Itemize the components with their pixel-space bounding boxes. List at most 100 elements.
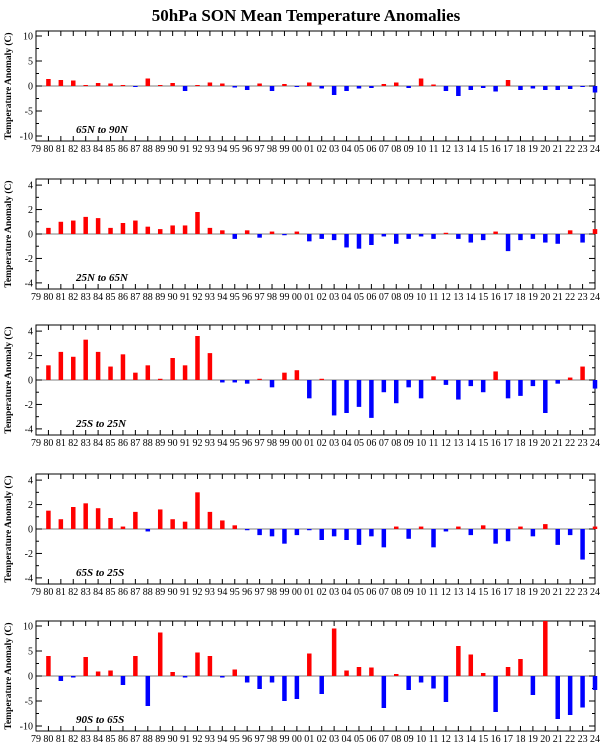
x-tick-label: 04 xyxy=(342,438,352,449)
x-tick-label: 82 xyxy=(68,438,78,449)
x-tick-label: 93 xyxy=(205,587,215,598)
x-tick-label: 04 xyxy=(342,292,352,303)
bar-2006 xyxy=(369,667,374,676)
bar-1987 xyxy=(133,511,138,529)
x-tick-label: 06 xyxy=(366,292,376,303)
x-tick-label: 98 xyxy=(267,734,277,745)
x-tick-label: 95 xyxy=(230,734,240,745)
bar-2020 xyxy=(543,380,548,413)
x-tick-label: 85 xyxy=(106,438,116,449)
x-tick-label: 17 xyxy=(503,734,513,745)
x-tick-label: 15 xyxy=(478,292,488,303)
x-tick-label: 84 xyxy=(93,587,103,598)
bar-2014 xyxy=(468,86,474,90)
bar-2013 xyxy=(456,234,461,239)
x-tick-label: 96 xyxy=(242,144,252,155)
x-tick-label: 19 xyxy=(528,144,538,155)
bar-2015 xyxy=(480,86,486,88)
x-tick-label: 15 xyxy=(478,734,488,745)
region-label: 25N to 65N xyxy=(75,272,129,284)
bar-2008 xyxy=(393,234,399,244)
x-tick-label: 99 xyxy=(279,734,289,745)
x-tick-label: 20 xyxy=(540,292,550,303)
x-tick-label: 21 xyxy=(553,144,563,155)
bar-2022 xyxy=(567,86,573,89)
y-tick-label: 4 xyxy=(28,476,33,487)
bar-1990 xyxy=(170,358,175,380)
x-tick-label: 08 xyxy=(391,587,401,598)
x-tick-label: 01 xyxy=(304,587,314,598)
x-tick-label: 08 xyxy=(391,292,401,303)
x-tick-label: 83 xyxy=(81,438,91,449)
x-tick-label: 97 xyxy=(255,144,265,155)
x-tick-label: 88 xyxy=(143,144,153,155)
x-tick-label: 88 xyxy=(143,734,153,745)
x-tick-label: 90 xyxy=(168,587,178,598)
bar-2012 xyxy=(443,232,449,234)
x-tick-label: 22 xyxy=(565,587,575,598)
bar-1981 xyxy=(58,221,64,234)
x-tick-label: 16 xyxy=(491,292,501,303)
bar-2006 xyxy=(369,529,374,537)
y-tick-label: 0 xyxy=(28,82,33,93)
bar-1983 xyxy=(83,503,88,529)
x-tick-label: 81 xyxy=(56,734,66,745)
x-tick-label: 98 xyxy=(267,587,277,598)
x-tick-label: 20 xyxy=(540,587,550,598)
x-tick-label: 01 xyxy=(304,734,314,745)
bar-1997 xyxy=(257,676,262,689)
x-tick-label: 93 xyxy=(205,438,215,449)
x-tick-label: 87 xyxy=(130,734,140,745)
bar-1980 xyxy=(46,365,51,380)
y-tick-label: -2 xyxy=(25,400,33,411)
x-tick-label: 05 xyxy=(354,587,364,598)
x-tick-label: 80 xyxy=(43,144,53,155)
bar-1989 xyxy=(157,229,163,234)
bar-1990 xyxy=(170,672,175,676)
bar-2014 xyxy=(468,529,474,536)
bar-2021 xyxy=(555,86,560,90)
bar-1986 xyxy=(120,85,126,86)
x-tick-label: 95 xyxy=(230,292,240,303)
x-tick-label: 20 xyxy=(540,734,550,745)
y-tick-label: -5 xyxy=(25,107,33,118)
x-tick-label: 07 xyxy=(379,734,389,745)
x-tick-label: 17 xyxy=(503,144,513,155)
x-tick-label: 82 xyxy=(68,292,78,303)
y-tick-label: -10 xyxy=(20,132,33,143)
bar-1991 xyxy=(182,225,188,234)
bar-2007 xyxy=(381,380,387,393)
x-tick-label: 80 xyxy=(43,587,53,598)
bar-2015 xyxy=(480,380,486,393)
bar-2013 xyxy=(456,380,461,400)
x-tick-label: 08 xyxy=(391,734,401,745)
x-tick-label: 79 xyxy=(31,438,41,449)
x-tick-label: 79 xyxy=(31,734,41,745)
x-tick-label: 98 xyxy=(267,292,277,303)
y-axis-label: Temperature Anomaly (C) xyxy=(3,180,14,287)
x-tick-label: 14 xyxy=(466,292,476,303)
bar-1995 xyxy=(232,234,238,239)
x-tick-label: 02 xyxy=(317,734,327,745)
x-tick-label: 10 xyxy=(416,292,426,303)
bar-1999 xyxy=(282,372,287,380)
x-tick-label: 16 xyxy=(491,144,501,155)
y-tick-label: 10 xyxy=(23,622,33,633)
bar-2009 xyxy=(406,529,411,539)
bar-1997 xyxy=(257,83,262,86)
bar-2005 xyxy=(356,380,362,407)
bar-1997 xyxy=(257,234,262,238)
bar-1990 xyxy=(170,519,175,529)
bar-1997 xyxy=(257,529,262,536)
x-tick-label: 90 xyxy=(168,734,178,745)
x-tick-label: 82 xyxy=(68,587,78,598)
bar-2010 xyxy=(418,234,424,237)
x-tick-label: 81 xyxy=(56,587,66,598)
x-tick-label: 86 xyxy=(118,587,128,598)
x-tick-label: 99 xyxy=(279,438,289,449)
y-tick-label: 0 xyxy=(28,376,33,387)
x-tick-label: 03 xyxy=(329,292,339,303)
x-tick-label: 94 xyxy=(217,438,227,449)
bar-1980 xyxy=(46,79,51,86)
